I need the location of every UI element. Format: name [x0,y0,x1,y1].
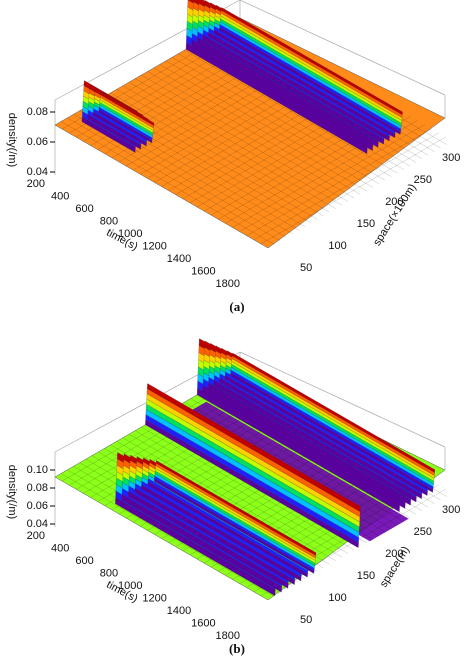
density-tick-label: 0.08 [27,482,48,494]
surface-grid [141,74,355,199]
density-axis-label: density(/m) [6,465,18,519]
time-tick-label: 1000 [118,580,142,592]
surface-grid [172,57,386,181]
surface-grid [178,53,392,177]
surface-grid [122,85,336,209]
wave-band [100,92,155,126]
surface-grid [260,136,447,245]
time-tick-label: 800 [100,567,118,579]
wave-band [232,352,436,473]
surface-grid [153,67,367,192]
space-tick-label: 150 [357,570,375,582]
time-tick-label: 1600 [191,265,215,277]
time-tick-label: 600 [75,203,93,215]
panel: 0.040.060.080.10density(/m)2004006008001… [6,338,460,642]
space-tick-label: 50 [300,614,312,626]
space-tick-label: 100 [328,240,346,252]
surface-grid [190,398,404,522]
space-tick-label: 250 [414,174,432,186]
space-tick-label: 200 [385,196,403,208]
surface-grid [135,78,349,202]
time-tick-label: 200 [27,178,45,190]
surface-grid [253,132,439,241]
surface [54,17,446,249]
time-tick-label: 200 [27,530,45,542]
space-tick-label: 200 [385,548,403,560]
surface-grid [128,81,343,206]
surface-grid [135,430,349,554]
space-tick-label: 150 [357,218,375,230]
time-tick-label: 800 [100,215,118,227]
surface-grid [239,124,425,232]
time-tick-label: 400 [51,190,69,202]
surface-grid [128,433,343,558]
space-tick-label: 100 [328,592,346,604]
space-tick-label: 250 [414,526,432,538]
time-tick-label: 1600 [191,617,215,629]
surface-grid [184,401,398,526]
box-edge [239,351,446,448]
surface-grid [159,64,373,188]
panel: 0.040.060.08density(/m)20040060080010001… [6,0,460,290]
time-tick-label: 1400 [167,605,191,617]
density-tick-label: 0.10 [27,464,48,476]
caption: (a) [229,299,244,314]
density-tick-label: 0.04 [27,166,48,178]
density-axis-label: density(/m) [6,113,18,167]
density-tick-label: 0.04 [27,518,48,530]
space-tick-label: 50 [300,262,312,274]
surface-grid [67,117,281,242]
time-tick-label: 1800 [216,630,240,642]
caption: (b) [229,641,245,656]
density-tick-label: 0.06 [27,500,48,512]
time-tick-label: 1800 [216,278,240,290]
surface-grid [116,89,330,213]
wave-band [221,7,403,115]
surface-grid [61,121,275,245]
surface-grid [147,71,361,195]
surface-grid [184,49,398,174]
surface-grid [165,60,380,185]
surface-grid [196,394,410,519]
time-tick-label: 600 [75,555,93,567]
surface-grid [246,128,432,236]
surface-grid [61,473,275,597]
time-tick-label: 1200 [142,592,166,604]
density-tick-label: 0.06 [27,136,48,148]
time-tick-label: 400 [51,542,69,554]
space-axis-label: space(×100m) [371,182,419,248]
time-tick-label: 1000 [118,228,142,240]
surface-grid [141,426,355,551]
time-tick-label: 1200 [142,240,166,252]
space-tick-label: 300 [442,152,460,164]
surface-grid [110,92,324,217]
wave-band [155,460,317,556]
density-tick-label: 0.08 [27,106,48,118]
box-edge [239,0,446,96]
space-tick-label: 300 [442,504,460,516]
surface-grid [122,437,336,561]
wave-band [147,383,361,512]
time-tick-label: 1400 [167,253,191,265]
